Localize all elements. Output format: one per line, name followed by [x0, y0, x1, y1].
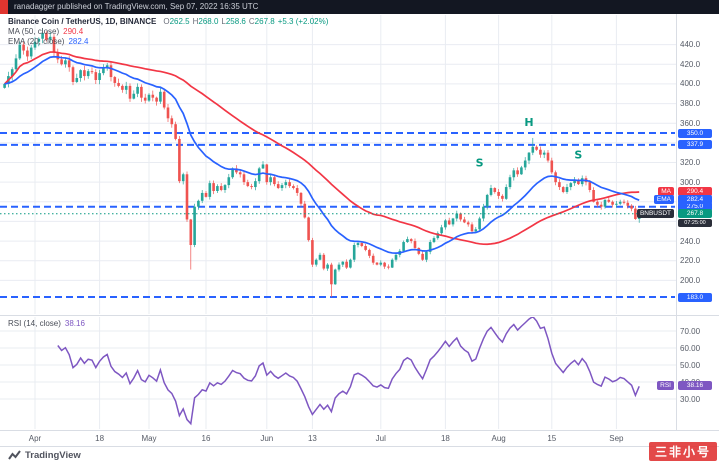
- symbol-row: Binance Coin / TetherUS, 1D, BINANCE O262…: [8, 17, 328, 27]
- ema-label: EMA (20, close): [8, 37, 65, 46]
- ohlc-values: O262.5 H268.0 L258.6 C267.8: [160, 17, 274, 26]
- watermark-corner: [0, 0, 8, 14]
- symbol-title: Binance Coin / TetherUS, 1D, BINANCE: [8, 17, 157, 26]
- ohlc-val: 258.6: [225, 17, 246, 26]
- footer-bar: TradingView: [0, 446, 719, 463]
- chart-legend: Binance Coin / TetherUS, 1D, BINANCE O262…: [8, 17, 328, 47]
- ohlc-key: C: [248, 17, 255, 26]
- pattern-letter: H: [524, 116, 533, 129]
- ohlc-key: H: [192, 17, 199, 26]
- ema-value: 282.4: [68, 37, 89, 46]
- rsi-value: 38.16: [64, 319, 85, 328]
- ema-legend-row: EMA (20, close) 282.4: [8, 37, 328, 47]
- ohlc-key: L: [221, 17, 226, 26]
- tradingview-logo-icon: [8, 449, 21, 460]
- change-value: +5.3 (+2.02%): [277, 17, 329, 26]
- ma-value: 290.4: [63, 27, 84, 36]
- pattern-letter: S: [574, 149, 582, 162]
- ma-label: MA (50, close): [8, 27, 60, 36]
- ohlc-val: 267.8: [254, 17, 275, 26]
- price-axis[interactable]: [677, 14, 719, 430]
- pattern-letter: S: [476, 156, 484, 169]
- rsi-label: RSI (14, close): [8, 319, 61, 328]
- ohlc-key: O: [163, 17, 170, 26]
- ohlc-val: 262.5: [169, 17, 190, 26]
- time-axis[interactable]: [0, 431, 676, 445]
- rsi-legend: RSI (14, close) 38.16: [8, 319, 85, 329]
- tradingview-logo-text[interactable]: TradingView: [25, 449, 81, 461]
- top-bar: ranadagger published on TradingView.com,…: [0, 0, 719, 14]
- watermark-badge: 三非小号: [648, 442, 717, 461]
- publish-info: ranadagger published on TradingView.com,…: [14, 2, 259, 11]
- ma-legend-row: MA (50, close) 290.4: [8, 27, 328, 37]
- ohlc-val: 268.0: [198, 17, 219, 26]
